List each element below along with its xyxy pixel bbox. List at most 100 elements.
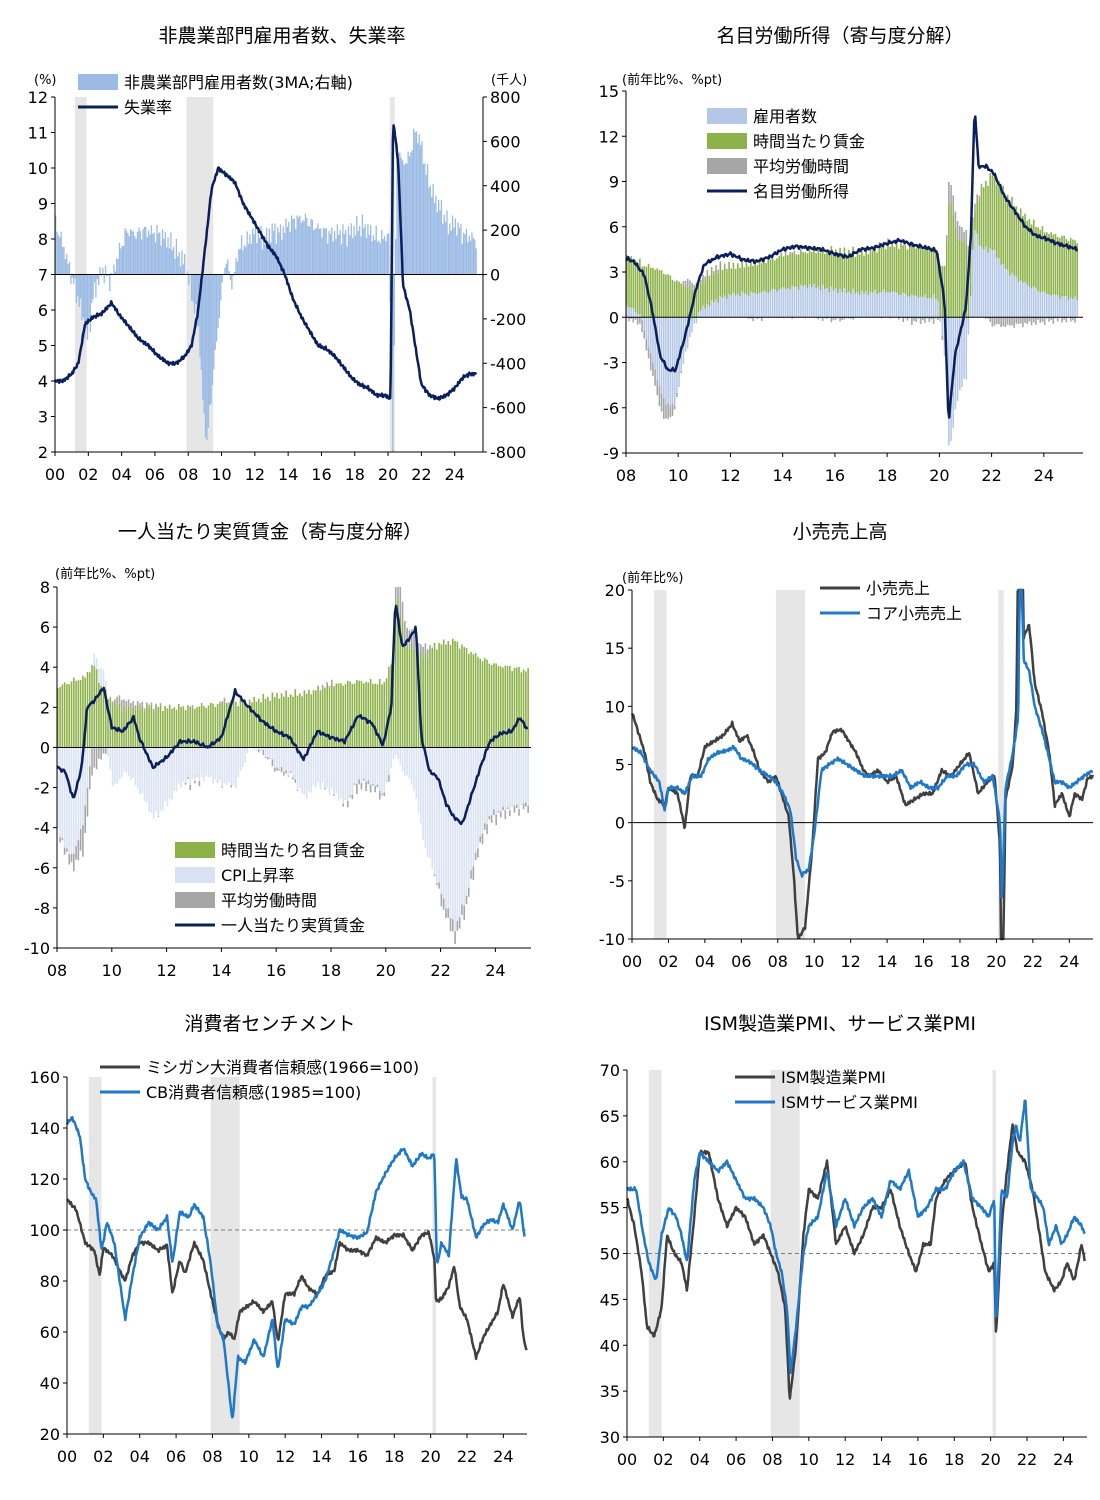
- bar: [255, 221, 256, 274]
- stack-bar-時間当たり名目賃金: [203, 706, 205, 747]
- stack-bar-時間当たり賃金: [1033, 220, 1035, 287]
- y-tick-label: 6: [609, 218, 619, 237]
- stack-bar-CPI上昇率: [237, 747, 239, 777]
- bar: [348, 226, 349, 274]
- bar: [359, 226, 360, 275]
- stack-bar-CPI上昇率: [272, 747, 274, 759]
- stack-bar-平均労働時間: [290, 771, 292, 772]
- stack-bar-時間当たり名目賃金: [148, 708, 150, 748]
- stack-bar-CPI上昇率: [436, 747, 438, 883]
- y-tick-label: 9: [609, 173, 619, 192]
- stack-bar-雇用者数: [935, 299, 937, 318]
- legend-label: 小売売上: [866, 579, 930, 598]
- stack-bar-CPI上昇率: [189, 747, 191, 784]
- bar: [66, 254, 67, 275]
- stack-bar-時間当たり名目賃金: [324, 688, 326, 748]
- stack-bar-平均労働時間: [663, 398, 665, 419]
- stack-bar-雇用者数: [933, 294, 935, 317]
- series-line-CB消費者信頼感(1985=100): [67, 1117, 525, 1417]
- stack-bar-時間当たり名目賃金: [358, 681, 360, 748]
- stack-bar-時間当たり賃金: [876, 253, 878, 294]
- stack-bar-時間当たり名目賃金: [427, 657, 429, 748]
- x-tick-label: 10: [102, 961, 122, 980]
- stack-bar-時間当たり賃金: [789, 254, 791, 289]
- stack-bar-時間当たり賃金: [1005, 196, 1007, 269]
- stack-bar-平均労働時間: [946, 235, 948, 242]
- bar: [431, 197, 432, 274]
- stack-bar-平均労働時間: [1042, 317, 1044, 321]
- bar: [224, 268, 225, 275]
- bar: [394, 275, 395, 346]
- stack-bar-平均労働時間: [144, 708, 146, 710]
- stack-bar-雇用者数: [865, 291, 867, 317]
- bar: [141, 239, 142, 274]
- y-tick-label: 100: [29, 1221, 60, 1240]
- stack-bar-平均労働時間: [365, 782, 367, 791]
- stack-bar-CPI上昇率: [224, 747, 226, 783]
- x-tick-label: 08: [768, 952, 788, 971]
- stack-bar-平均労働時間: [267, 757, 269, 759]
- stack-bar-時間当たり名目賃金: [114, 701, 116, 747]
- stack-bar-平均労働時間: [137, 701, 139, 704]
- x-tick-label: 20: [986, 952, 1006, 971]
- stack-bar-雇用者数: [807, 288, 809, 317]
- bar: [358, 231, 359, 274]
- stack-bar-平均労働時間: [374, 786, 376, 792]
- y-tick-label: -6: [603, 399, 619, 418]
- stack-bar-平均労働時間: [781, 253, 783, 254]
- bar: [312, 220, 313, 275]
- stack-bar-雇用者数: [707, 304, 709, 317]
- stack-bar-雇用者数: [800, 285, 802, 318]
- stack-bar-CPI上昇率: [290, 747, 292, 771]
- stack-bar-時間当たり賃金: [726, 271, 728, 299]
- stack-bar-時間当たり名目賃金: [260, 702, 262, 747]
- x-tick-label: 22: [1023, 952, 1043, 971]
- stack-bar-雇用者数: [1055, 295, 1057, 317]
- stack-bar-CPI上昇率: [390, 747, 392, 768]
- stack-bar-雇用者数: [744, 294, 746, 318]
- stack-bar-時間当たり賃金: [809, 248, 811, 284]
- y2-tick-label: -600: [490, 399, 526, 418]
- stack-bar-平均労働時間: [463, 906, 465, 920]
- stack-bar-平均労働時間: [283, 772, 285, 776]
- stack-bar-CPI上昇率: [370, 747, 372, 784]
- stack-bar-時間当たり名目賃金: [413, 650, 415, 748]
- bar: [240, 249, 241, 275]
- stack-bar-雇用者数: [700, 310, 702, 317]
- bar: [137, 232, 138, 275]
- stack-bar-平均労働時間: [454, 931, 456, 944]
- y-tick-label: 2: [38, 443, 48, 462]
- y-tick-label: -10: [599, 930, 625, 949]
- stack-bar-時間当たり名目賃金: [463, 647, 465, 747]
- bar: [421, 141, 422, 274]
- stack-bar-平均労働時間: [1007, 317, 1009, 324]
- y2-tick-label: 800: [490, 88, 521, 107]
- bar: [241, 235, 242, 274]
- stack-bar-CPI上昇率: [418, 747, 420, 812]
- stack-bar-時間当たり賃金: [667, 274, 669, 317]
- stack-bar-CPI上昇率: [352, 747, 354, 794]
- bar: [424, 163, 425, 274]
- bar: [251, 244, 252, 275]
- stack-bar-平均労働時間: [196, 776, 198, 777]
- stack-bar-時間当たり賃金: [933, 247, 935, 295]
- stack-bar-CPI上昇率: [201, 747, 203, 777]
- stack-bar-時間当たり賃金: [715, 269, 717, 299]
- stack-bar-時間当たり賃金: [894, 247, 896, 292]
- bar: [287, 227, 288, 275]
- bar: [179, 252, 180, 274]
- stack-bar-時間当たり名目賃金: [242, 702, 244, 748]
- bar: [432, 184, 433, 274]
- y-tick-label: 8: [38, 230, 48, 249]
- bar: [135, 239, 136, 275]
- stack-bar-時間当たり賃金: [748, 266, 750, 295]
- stack-bar-平均労働時間: [429, 645, 431, 648]
- stack-bar-時間当たり賃金: [678, 282, 680, 318]
- stack-bar-平均労働時間: [498, 811, 500, 813]
- stack-bar-平均労働時間: [1068, 241, 1070, 242]
- stack-bar-平均労働時間: [689, 280, 691, 285]
- bar: [79, 275, 80, 307]
- stack-bar-雇用者数: [693, 317, 695, 323]
- bar: [217, 275, 218, 328]
